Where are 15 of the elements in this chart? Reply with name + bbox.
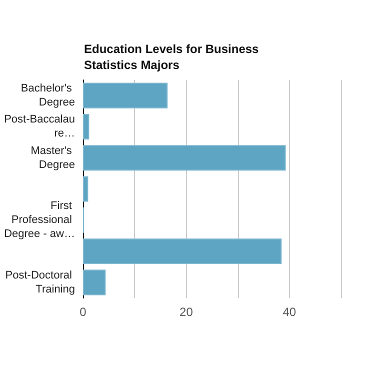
bar	[83, 176, 88, 202]
x-tick-label: 40	[282, 305, 296, 319]
y-tick-label: Post-Doctoral Training	[5, 269, 75, 296]
y-tick-label: Master's Degree	[30, 144, 75, 171]
y-tick-label: Post-Baccalaure…	[4, 114, 75, 140]
bar	[83, 145, 286, 171]
y-tick-label: Bachelor's Degree	[20, 82, 75, 109]
bar	[83, 82, 168, 108]
x-tick-label: 0	[80, 305, 87, 319]
bar	[83, 270, 106, 296]
bar	[83, 114, 90, 140]
chart-title: Education Levels for Business Statistics Majors	[84, 42, 262, 72]
x-tick-label: 20	[180, 305, 194, 319]
y-tick-label: First Professional Degree - aw…	[4, 200, 75, 240]
bar	[83, 238, 282, 264]
